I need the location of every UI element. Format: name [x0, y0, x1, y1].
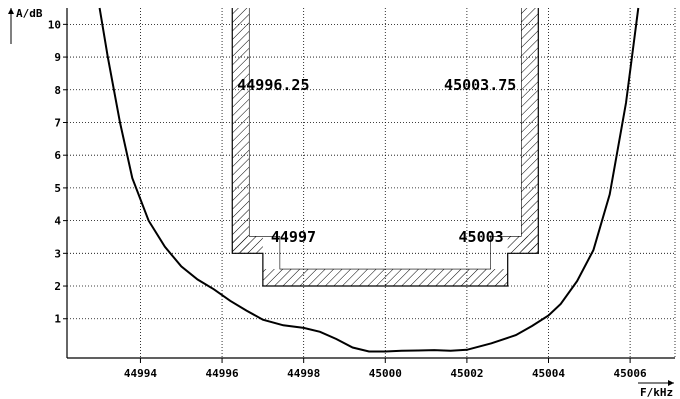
x-tick-label: 44998 — [287, 367, 320, 380]
y-tick-label: 4 — [54, 215, 61, 228]
x-tick-label: 45000 — [369, 367, 402, 380]
annotation-label: 45003 — [459, 228, 504, 246]
y-tick-label: 5 — [54, 182, 61, 195]
x-tick-labels: 44994 44996 44998 45000 45002 45004 45006 — [124, 367, 647, 380]
mask-right-wall-hatch — [521, 8, 539, 254]
y-tick-label: 2 — [54, 280, 61, 293]
x-tick-label: 44996 — [205, 367, 238, 380]
annotation-label: 44997 — [271, 228, 316, 246]
axes: A/dB F/kHz — [8, 7, 675, 399]
mask-right-step-hatch — [507, 236, 539, 254]
x-tick-label: 44994 — [124, 367, 157, 380]
y-tick-label: 3 — [54, 247, 61, 260]
grid — [63, 8, 676, 363]
x-axis-label: F/kHz — [640, 386, 673, 399]
y-axis-arrow-head — [8, 8, 14, 14]
y-tick-label: 9 — [54, 51, 61, 64]
mask-left-wall-hatch — [232, 8, 250, 254]
series — [98, 7, 640, 353]
y-tick-label: 8 — [54, 84, 61, 97]
tolerance-mask — [231, 8, 539, 287]
x-tick-label: 45002 — [450, 367, 483, 380]
x-tick-label: 45006 — [614, 367, 647, 380]
series-line — [98, 7, 640, 353]
mask-outline — [231, 8, 539, 287]
y-tick-label: 6 — [54, 149, 61, 162]
mask-left-step-hatch — [232, 236, 263, 254]
annotation-label: 44996.25 — [237, 76, 309, 94]
y-tick-label: 1 — [54, 313, 61, 326]
mask-inner-outline — [248, 8, 522, 270]
x-tick-label: 45004 — [532, 367, 565, 380]
mask-bottom-hatch — [262, 269, 508, 287]
annotations: 44996.25 45003.75 44997 45003 — [237, 76, 516, 246]
x-axis-arrow-head — [668, 380, 674, 386]
y-axis-label: A/dB — [16, 7, 43, 20]
annotation-label: 45003.75 — [444, 76, 516, 94]
y-tick-label: 10 — [48, 18, 61, 31]
y-tick-labels: 1 2 3 4 5 6 7 8 9 10 — [48, 18, 62, 325]
y-tick-label: 7 — [54, 116, 61, 129]
